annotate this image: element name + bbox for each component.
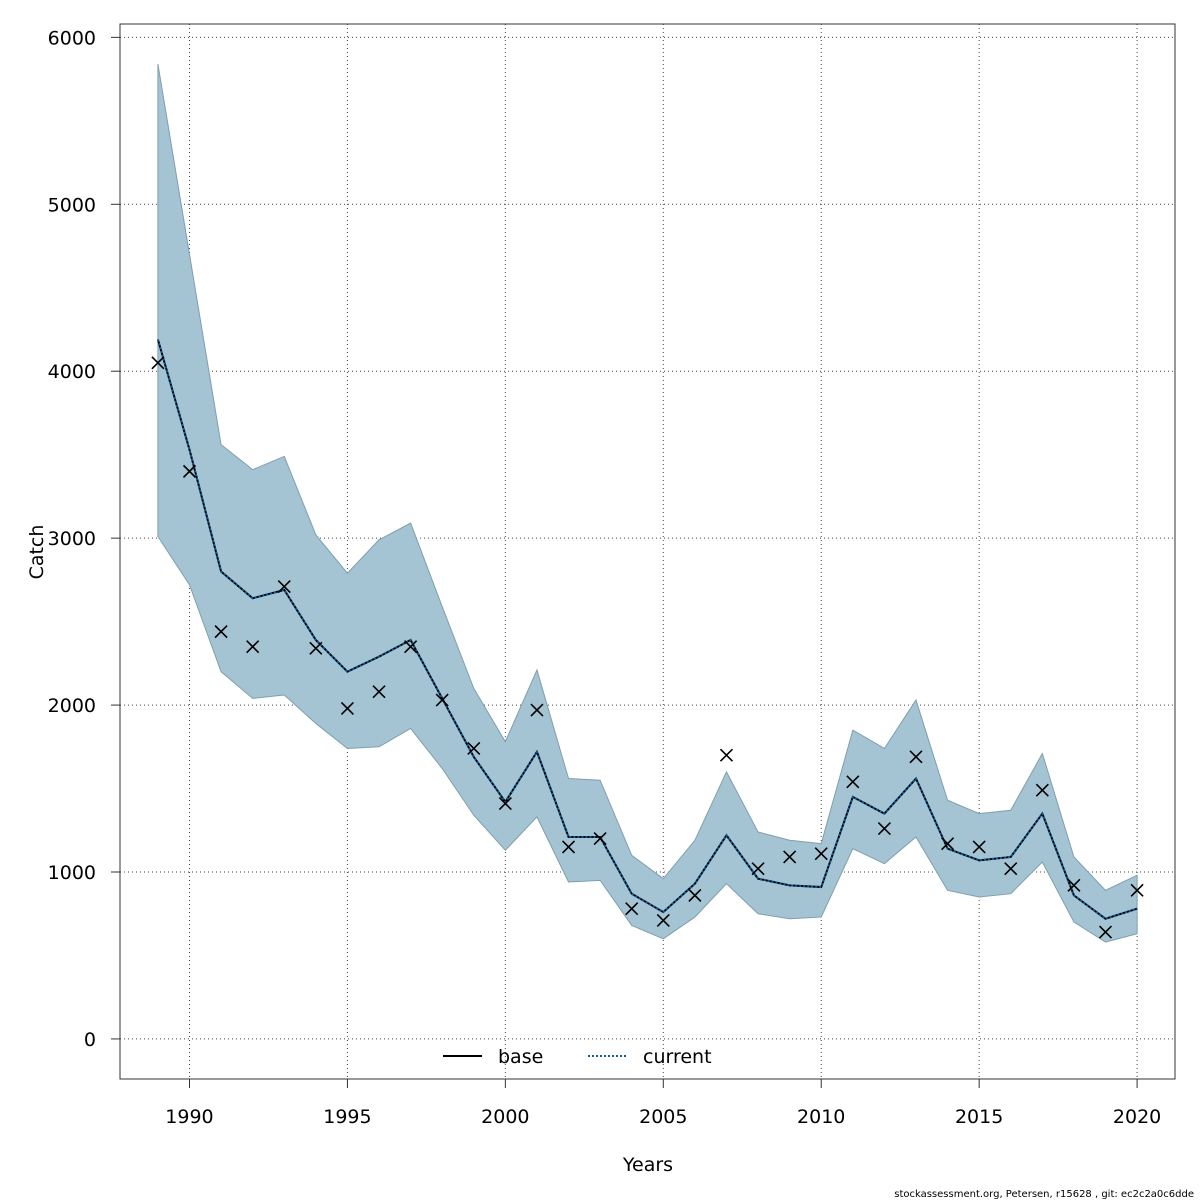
observed-point: [277, 579, 291, 594]
x-tick-label: 2010: [797, 1106, 845, 1128]
observed-point: [404, 640, 418, 654]
observed-point: [688, 888, 702, 902]
observed-point: [1130, 883, 1144, 897]
observed-point: [814, 847, 828, 861]
observed-point: [246, 640, 260, 654]
y-tick-label: 1000: [48, 862, 96, 884]
y-tick-label: 3000: [48, 528, 96, 550]
x-tick-label: 2015: [955, 1106, 1003, 1128]
observed-point: [561, 840, 576, 854]
series-line-current: [156, 339, 1138, 920]
footer-credit: stockassessment.org, Petersen, r15628 , …: [894, 1189, 1194, 1200]
x-tick-label: 2000: [481, 1106, 529, 1128]
x-tick-label: 2020: [1113, 1106, 1161, 1128]
y-tick-label: 2000: [48, 695, 96, 717]
observed-point: [467, 741, 481, 756]
observed-markers: [151, 356, 1144, 939]
observed-point: [877, 822, 891, 836]
y-axis: 0 1000 2000 3000 4000 5000 6000: [48, 27, 120, 1051]
observed-point: [530, 703, 544, 717]
legend-current-label: current: [643, 1046, 712, 1068]
observed-point: [909, 750, 923, 764]
observed-point: [783, 850, 797, 864]
observed-point: [656, 913, 670, 927]
observed-point: [593, 832, 607, 846]
confidence-band-area: [157, 63, 1138, 943]
y-axis-title: Catch: [26, 525, 48, 580]
legend: base current: [443, 1046, 712, 1068]
observed-point: [719, 748, 734, 762]
observed-point: [309, 641, 323, 655]
observed-point: [182, 464, 197, 478]
observed-point: [1035, 783, 1049, 797]
observed-point: [1004, 862, 1018, 876]
observed-point: [846, 775, 860, 789]
observed-point: [1098, 925, 1113, 939]
observed-point: [214, 625, 228, 639]
x-tick-label: 1990: [165, 1106, 213, 1128]
observed-point: [751, 862, 765, 876]
observed-point: [972, 840, 986, 854]
observed-point: [151, 356, 165, 370]
observed-point: [372, 685, 386, 699]
observed-point: [435, 693, 449, 707]
plot-frame: [119, 23, 1176, 1080]
x-axis-title: Years: [622, 1154, 673, 1176]
y-tick-label: 4000: [48, 361, 96, 383]
observed-point: [498, 796, 512, 811]
legend-base-label: base: [498, 1046, 543, 1068]
series-lines: [156, 339, 1138, 920]
y-tick-label: 6000: [48, 27, 96, 49]
observed-point: [340, 701, 354, 715]
observed-point: [941, 837, 955, 851]
observed-point: [625, 902, 639, 916]
confidence-band: [157, 63, 1138, 943]
y-tick-label: 0: [84, 1029, 96, 1051]
x-axis: 1990 1995 2000 2005 2010 2015 2020: [165, 1079, 1161, 1128]
x-tick-label: 2005: [639, 1106, 687, 1128]
y-tick-label: 5000: [48, 194, 96, 216]
observed-point: [1067, 878, 1081, 892]
x-tick-label: 1995: [323, 1106, 371, 1128]
